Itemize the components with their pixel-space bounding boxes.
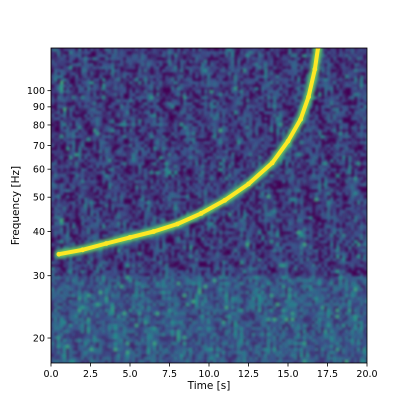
chirp-point	[151, 229, 157, 234]
plot-area	[50, 47, 368, 364]
chirp-point	[198, 210, 204, 216]
chirp-point	[103, 241, 109, 246]
chirp-point	[306, 94, 311, 100]
chirp-point	[298, 116, 304, 122]
chirp-point	[127, 234, 133, 240]
x-tick-label: 12.5	[238, 369, 259, 380]
chirp-point	[175, 221, 180, 227]
x-tick-label: 5.0	[122, 369, 137, 380]
x-tick-label: 0.0	[43, 369, 58, 380]
x-tick-label: 15.0	[277, 369, 298, 380]
chirp-point	[80, 247, 85, 253]
y-tick-label: 50	[33, 192, 45, 203]
chirp-point	[269, 160, 275, 166]
y-tick-label: 70	[33, 141, 45, 152]
x-tick-label: 10.0	[198, 369, 219, 380]
y-axis-title: Frequency [Hz]	[10, 166, 22, 245]
y-tick-label: 100	[27, 86, 45, 97]
y-tick-label: 20	[33, 333, 45, 344]
y-tick-label: 60	[33, 164, 45, 175]
x-tick-label: 2.5	[83, 369, 98, 380]
x-axis-title: Time [s]	[187, 380, 231, 392]
y-tick-label: 80	[33, 120, 45, 131]
y-tick-label: 30	[33, 271, 45, 282]
x-tick-label: 20.0	[356, 369, 377, 380]
chirp-point	[222, 197, 228, 203]
y-axis: 20 30 40 50 60 70 80 90 100	[27, 86, 51, 344]
y-tick-label: 40	[33, 227, 45, 238]
chirp-point	[312, 66, 318, 72]
x-tick-label: 17.5	[317, 369, 338, 380]
chirp-point	[56, 251, 62, 257]
x-tick-label: 7.5	[162, 369, 177, 380]
y-tick-label: 90	[33, 102, 45, 113]
heatmap-noise	[51, 48, 367, 363]
chirp-point	[315, 48, 321, 51]
chirp-point	[246, 181, 251, 187]
x-axis: 0.0 2.5 5.0 7.5 10.0 12.5 15.0 17.5 20.0	[43, 363, 378, 380]
chirp-track	[53, 48, 324, 260]
chirp-point	[285, 138, 291, 144]
